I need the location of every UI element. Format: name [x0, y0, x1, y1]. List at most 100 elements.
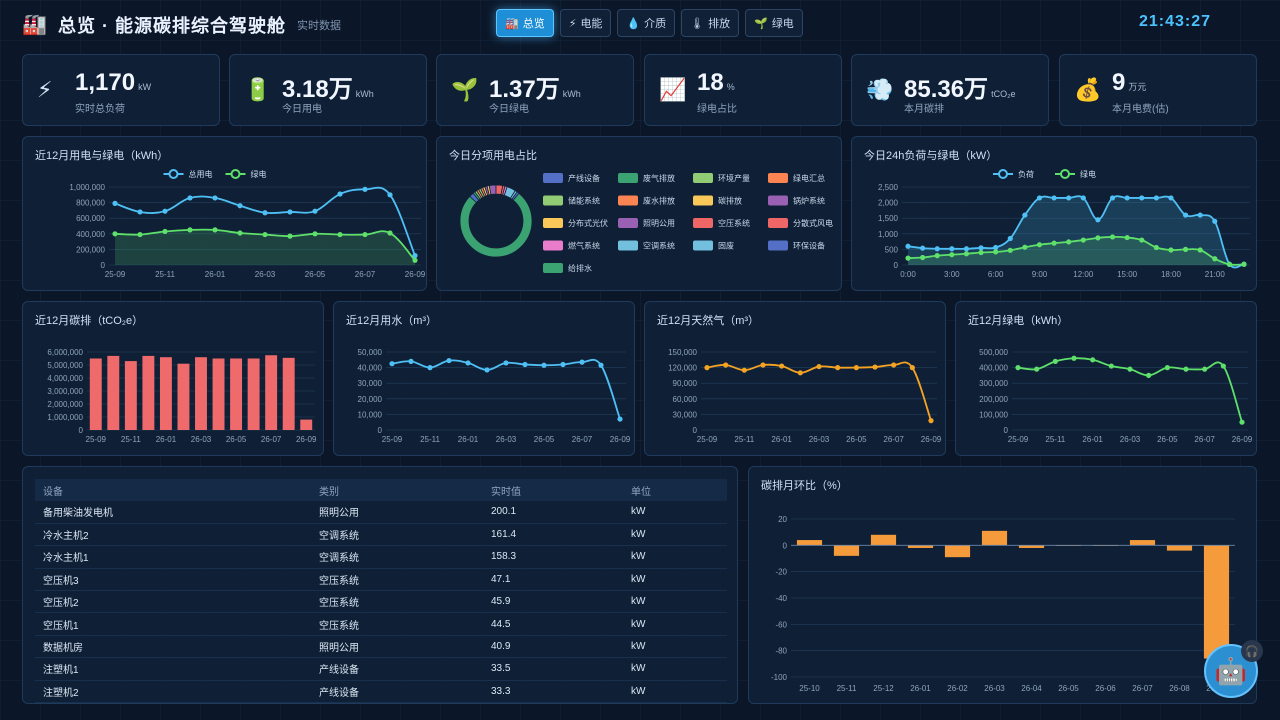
table-cell: 空压机2	[35, 590, 311, 614]
x-tick-label: 26-01	[205, 270, 226, 279]
x-tick-label: 26-07	[1194, 435, 1215, 444]
table-cell: 空压系统	[311, 590, 483, 614]
x-tick-label: 25-09	[382, 435, 403, 444]
y-tick-label: 40,000	[358, 364, 383, 373]
data-point	[909, 365, 915, 371]
legend-label: 绿电汇总	[793, 173, 825, 183]
tab-electricity[interactable]: ⚡ 电能	[559, 9, 612, 37]
legend-swatch	[693, 173, 713, 183]
data-point	[1139, 195, 1145, 201]
table-header-row: 设备 类别 实时值 单位	[35, 479, 727, 501]
table-row[interactable]: 备用柴油发电机 照明公用 200.1 kW	[35, 501, 727, 524]
legend-label: 环境产量	[718, 173, 750, 183]
data-point	[978, 249, 984, 256]
column-header[interactable]: 单位	[623, 479, 727, 501]
x-tick-label: 21:00	[1205, 270, 1226, 279]
data-point	[1146, 372, 1152, 378]
data-point	[337, 231, 343, 238]
x-tick-label: 26-05	[534, 435, 555, 444]
table-row[interactable]: 冷水主机1 空调系统 158.3 kW	[35, 545, 727, 569]
data-point	[112, 231, 118, 237]
legend-label: 照明公用	[643, 219, 675, 228]
chart-title: 近12月用水（m³）	[346, 315, 438, 327]
column-header[interactable]: 实时值	[483, 479, 623, 501]
headset-icon[interactable]: 🎧	[1241, 640, 1263, 662]
tab-emission[interactable]: 🌡 排放	[681, 9, 740, 37]
chart-panel-gas12: 近12月天然气（m³） 0 30,000 60,000 90,000 120,000 15…	[644, 301, 946, 456]
y-tick-label: -80	[775, 647, 787, 656]
x-tick-label: 26-03	[984, 684, 1005, 693]
data-point	[503, 360, 509, 366]
legend-marker	[998, 169, 1008, 179]
tab-overview[interactable]: 🏭 总览	[496, 9, 554, 37]
table-row[interactable]: 数据机房 照明公用 40.9 kW	[35, 635, 727, 659]
data-point	[1015, 365, 1021, 371]
tab-green-power[interactable]: 🌱 绿电	[745, 9, 803, 37]
tab-medium[interactable]: 💧 介质	[617, 9, 676, 37]
lightning-icon: ⚡	[568, 17, 577, 30]
y-tick-label: 1,000	[878, 230, 899, 239]
x-tick-label: 26-04	[1021, 684, 1042, 693]
legend-label: 绿电	[251, 169, 267, 179]
table-row[interactable]: 空压机2 空压系统 45.9 kW	[35, 590, 727, 614]
data-point	[389, 361, 395, 367]
bar	[107, 355, 120, 430]
column-header[interactable]: 类别	[311, 479, 483, 501]
chart-title: 近12月用电与绿电（kWh）	[35, 150, 169, 162]
legend-label: 绿电	[1080, 169, 1096, 179]
pie-slice	[488, 184, 497, 195]
table-row[interactable]: 注塑机1 产线设备 33.5 kW	[35, 657, 727, 681]
table-row[interactable]: 冷水主机2 空调系统 161.4 kW	[35, 523, 727, 547]
data-point	[1241, 261, 1247, 267]
table-cell: 注塑机1	[35, 657, 311, 681]
kpi-unit: %	[726, 82, 735, 92]
data-point	[1139, 237, 1145, 243]
data-point	[853, 365, 859, 371]
y-tick-label: 20	[778, 515, 787, 524]
table-row[interactable]: 注塑机2 产线设备 33.3 kW	[35, 680, 727, 703]
chart-panel-load24: 今日24h负荷与绿电（kW） 0 500 1,000 1,500 2,000 2,500 0…	[851, 136, 1257, 291]
column-header[interactable]: 设备	[35, 479, 311, 501]
data-point	[237, 230, 243, 236]
data-point	[797, 370, 803, 376]
data-point	[112, 200, 118, 206]
table-cell: 158.3	[483, 545, 623, 569]
kpi-label: 本月碳排	[904, 104, 944, 115]
data-point	[1164, 365, 1170, 371]
lightning-icon: ⚡	[37, 77, 53, 102]
x-tick-label: 25-09	[86, 435, 107, 444]
x-tick-label: 26-05	[846, 435, 867, 444]
table-row[interactable]: 空压机3 空压系统 47.1 kW	[35, 568, 727, 592]
data-point	[1168, 195, 1174, 201]
table-cell: kW	[623, 657, 727, 681]
chart-title: 近12月绿电（kWh）	[968, 315, 1069, 327]
data-point	[934, 246, 940, 252]
data-point	[928, 418, 934, 424]
chart-panel-elec12: 近12月用电与绿电（kWh） 0 200,000 400,000 600,000 800…	[22, 136, 427, 291]
bar	[282, 357, 295, 430]
kpi-value: 18%	[697, 69, 735, 97]
data-point	[484, 367, 490, 373]
table-row[interactable]: 空压机1 空压系统 44.5 kW	[35, 612, 727, 636]
table-cell: 备用柴油发电机	[35, 501, 311, 524]
data-point	[1202, 366, 1208, 372]
table-cell: 产线设备	[311, 657, 483, 681]
data-point	[287, 209, 293, 215]
data-point	[212, 195, 218, 201]
y-tick-label: 50,000	[358, 348, 383, 357]
data-point	[412, 257, 418, 263]
data-point	[1168, 247, 1174, 253]
data-point	[579, 359, 585, 365]
kpi-number: 1,170	[75, 69, 136, 96]
bar	[300, 419, 313, 430]
x-tick-label: 26-09	[405, 270, 426, 279]
x-tick-label: 26-09	[610, 435, 631, 444]
data-point	[362, 186, 368, 192]
kpi-card-green-ratio: 📈 18% 绿电占比	[644, 54, 842, 126]
legend-swatch	[693, 240, 713, 251]
chart-mom: -100 -80 -60 -40 -20 0 20 25-10 25-11 25-12 26-01 2…	[771, 515, 1235, 693]
data-point	[978, 245, 984, 251]
legend-label: 负荷	[1018, 169, 1034, 179]
table-cell: 冷水主机1	[35, 545, 311, 569]
series-area	[908, 236, 1244, 265]
